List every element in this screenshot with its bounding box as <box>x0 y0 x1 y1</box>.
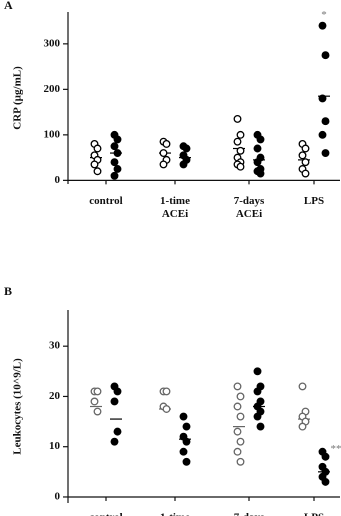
data-point <box>179 412 188 421</box>
x-tick-label: 1-time <box>160 195 190 207</box>
data-point <box>253 158 262 167</box>
data-point <box>113 149 122 158</box>
data-point <box>113 387 122 396</box>
annotation: * <box>321 9 327 21</box>
x-tick-label: 7-days <box>234 195 265 207</box>
y-tick-label: 0 <box>55 491 61 503</box>
annotation: ** <box>331 443 341 455</box>
data-point <box>110 158 119 167</box>
data-point <box>256 422 265 431</box>
y-tick-label: 0 <box>55 174 61 186</box>
data-point <box>236 162 245 171</box>
y-axis-label: Leukocytes (10^9/L) <box>12 358 24 455</box>
data-point <box>233 427 242 436</box>
data-point <box>236 412 245 421</box>
data-point <box>253 144 262 153</box>
x-tick-label: LPS <box>304 195 324 207</box>
data-point <box>113 427 122 436</box>
data-point <box>93 167 102 176</box>
x-tick-label: ACEi <box>236 208 262 220</box>
data-point <box>110 171 119 180</box>
data-point <box>182 144 191 153</box>
data-point <box>182 437 191 446</box>
data-point <box>90 160 99 169</box>
x-tick-label: control <box>89 195 122 207</box>
data-point <box>159 160 168 169</box>
data-point <box>233 137 242 146</box>
data-point <box>236 146 245 155</box>
y-tick-label: 30 <box>49 340 61 352</box>
data-point <box>113 165 122 173</box>
data-point <box>233 114 242 123</box>
data-point <box>179 160 188 169</box>
data-point <box>162 405 171 413</box>
x-tick-label: LPS <box>304 512 324 516</box>
data-point <box>321 452 330 461</box>
y-tick-label: 20 <box>49 390 61 402</box>
data-point <box>321 51 330 60</box>
data-point <box>298 382 307 391</box>
data-point <box>256 135 265 144</box>
data-point <box>236 392 245 401</box>
data-point <box>162 140 171 148</box>
data-point <box>110 397 119 406</box>
data-point <box>182 422 191 431</box>
data-point <box>321 477 330 486</box>
data-point <box>321 117 330 126</box>
data-point <box>298 422 307 431</box>
y-tick-label: 300 <box>44 37 61 49</box>
panel-label: A <box>4 0 13 12</box>
data-point <box>113 135 122 144</box>
x-tick-label: control <box>89 512 122 516</box>
data-point <box>318 130 327 139</box>
data-point <box>90 397 99 406</box>
data-point <box>93 407 102 416</box>
data-point <box>256 169 265 178</box>
y-tick-label: 10 <box>49 440 61 452</box>
data-point <box>321 149 330 158</box>
data-point <box>233 447 242 456</box>
data-point <box>236 457 245 466</box>
data-point <box>162 387 171 396</box>
x-tick-label: 1-time <box>160 512 190 516</box>
y-axis-label: CRP (µg/mL) <box>12 66 24 130</box>
data-point <box>301 144 310 153</box>
y-tick-label: 100 <box>44 128 61 140</box>
x-tick-label: ACEi <box>162 208 188 220</box>
data-point <box>182 457 191 466</box>
x-tick-label: 7-days <box>234 512 265 516</box>
data-point <box>93 144 102 153</box>
data-point <box>179 447 188 456</box>
data-point <box>298 151 307 160</box>
data-point <box>253 367 262 376</box>
data-point <box>110 437 119 446</box>
data-point <box>301 158 310 167</box>
data-point <box>110 142 119 151</box>
data-point <box>253 412 262 421</box>
data-point <box>93 387 102 396</box>
data-point <box>233 402 242 411</box>
panel-label: B <box>4 284 12 298</box>
data-point <box>236 130 245 139</box>
data-point <box>253 387 262 396</box>
data-point <box>318 94 327 103</box>
data-point <box>301 169 310 178</box>
data-point <box>236 437 245 446</box>
data-point <box>159 149 168 158</box>
data-point <box>233 382 242 391</box>
y-tick-label: 200 <box>44 83 61 95</box>
data-point <box>318 21 327 30</box>
